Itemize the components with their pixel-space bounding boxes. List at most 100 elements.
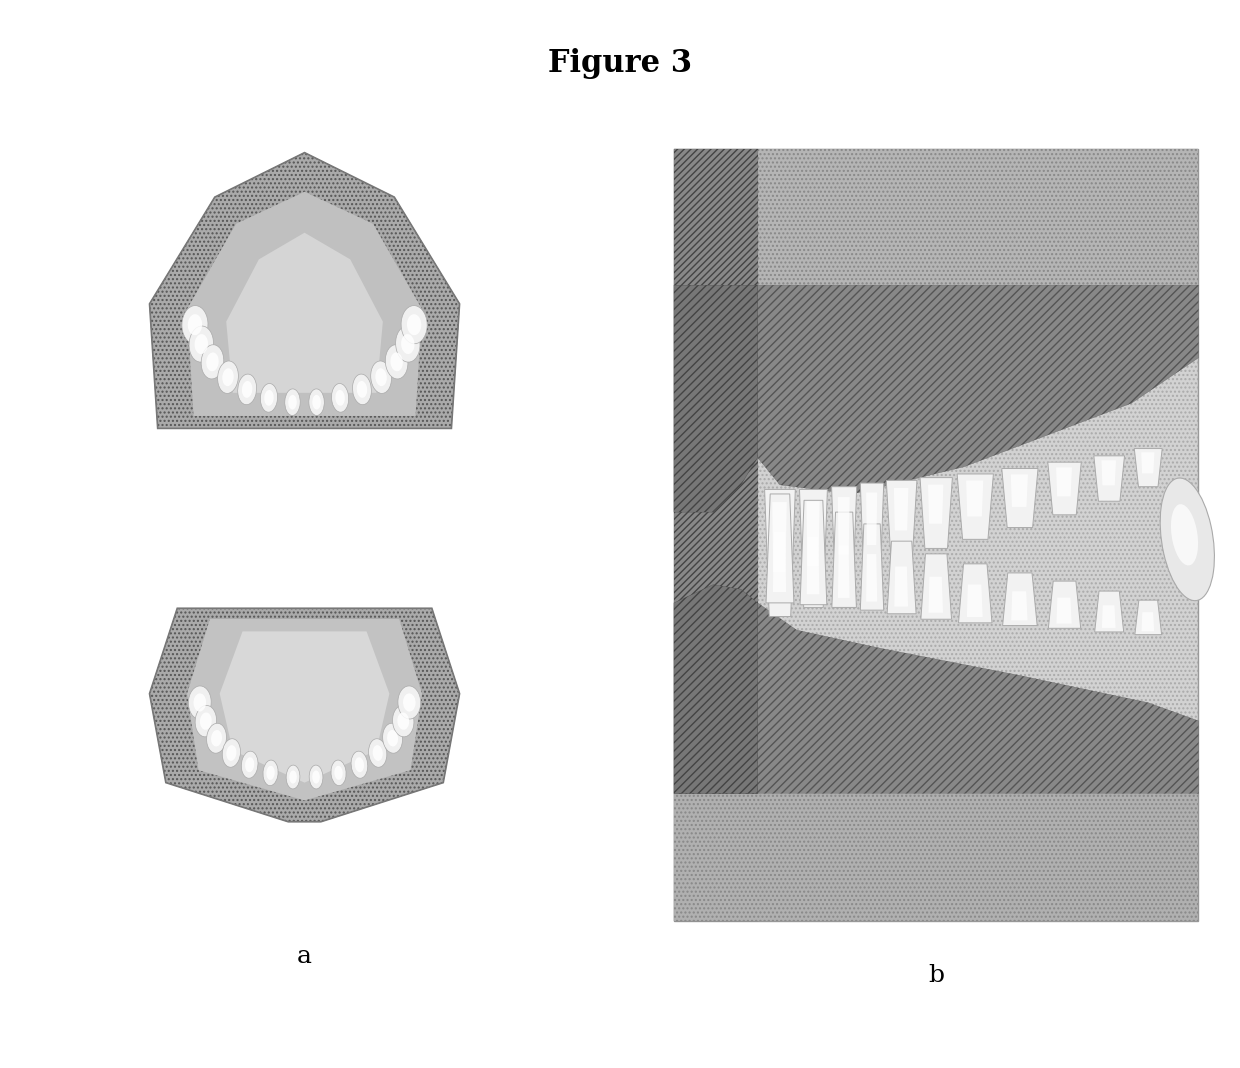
Ellipse shape (242, 751, 258, 779)
Ellipse shape (242, 381, 252, 397)
Ellipse shape (407, 314, 422, 335)
Ellipse shape (355, 757, 365, 772)
Ellipse shape (201, 345, 223, 379)
FancyBboxPatch shape (675, 148, 758, 921)
Ellipse shape (331, 383, 348, 412)
Ellipse shape (195, 334, 208, 354)
Polygon shape (150, 609, 460, 821)
Ellipse shape (288, 395, 296, 409)
Ellipse shape (1161, 478, 1214, 600)
Ellipse shape (195, 705, 217, 737)
Polygon shape (887, 541, 916, 614)
Ellipse shape (222, 739, 241, 767)
Polygon shape (967, 584, 982, 617)
Polygon shape (765, 489, 795, 616)
Polygon shape (1002, 469, 1038, 528)
Polygon shape (675, 285, 758, 513)
Ellipse shape (309, 765, 322, 789)
Polygon shape (773, 532, 786, 592)
Polygon shape (861, 483, 884, 579)
Polygon shape (921, 554, 951, 619)
Ellipse shape (312, 395, 321, 409)
Ellipse shape (206, 352, 218, 372)
Polygon shape (758, 285, 1198, 493)
Polygon shape (1011, 474, 1028, 507)
Ellipse shape (312, 770, 320, 784)
Polygon shape (920, 477, 952, 549)
Ellipse shape (335, 766, 342, 780)
Polygon shape (219, 631, 389, 783)
Polygon shape (1094, 456, 1125, 501)
Ellipse shape (188, 326, 213, 362)
Polygon shape (800, 500, 827, 604)
Ellipse shape (263, 760, 278, 786)
Polygon shape (957, 474, 993, 539)
Ellipse shape (207, 723, 227, 753)
Ellipse shape (246, 757, 254, 772)
Ellipse shape (398, 686, 420, 719)
Ellipse shape (403, 693, 415, 711)
Ellipse shape (401, 334, 414, 354)
Ellipse shape (331, 760, 346, 786)
Ellipse shape (351, 751, 368, 779)
Ellipse shape (393, 705, 414, 737)
Ellipse shape (182, 305, 208, 344)
Ellipse shape (260, 383, 278, 412)
Ellipse shape (391, 352, 403, 372)
Ellipse shape (285, 389, 300, 415)
Polygon shape (894, 567, 908, 607)
Polygon shape (766, 493, 794, 602)
Ellipse shape (352, 374, 372, 405)
Ellipse shape (188, 686, 211, 719)
Polygon shape (1056, 598, 1071, 624)
Polygon shape (832, 487, 857, 591)
Polygon shape (758, 602, 1198, 794)
FancyBboxPatch shape (675, 148, 1198, 921)
Ellipse shape (211, 731, 222, 747)
Polygon shape (966, 481, 983, 517)
Polygon shape (929, 577, 942, 613)
Ellipse shape (222, 368, 233, 387)
Ellipse shape (187, 314, 202, 335)
Polygon shape (832, 513, 857, 608)
Text: a: a (298, 945, 312, 969)
Ellipse shape (335, 390, 345, 406)
Ellipse shape (376, 368, 387, 387)
Ellipse shape (401, 305, 427, 344)
Ellipse shape (383, 723, 403, 753)
Polygon shape (894, 488, 909, 531)
Text: b: b (929, 963, 944, 987)
Polygon shape (187, 619, 422, 800)
Polygon shape (838, 497, 849, 554)
Polygon shape (867, 492, 877, 545)
Polygon shape (187, 192, 422, 415)
Ellipse shape (373, 745, 383, 760)
Ellipse shape (267, 766, 275, 780)
Ellipse shape (193, 693, 206, 711)
Ellipse shape (368, 739, 387, 767)
Polygon shape (867, 554, 877, 601)
Polygon shape (1142, 612, 1154, 631)
Ellipse shape (286, 765, 300, 789)
Polygon shape (675, 585, 758, 794)
Polygon shape (959, 564, 992, 623)
Polygon shape (887, 481, 916, 557)
Ellipse shape (309, 389, 325, 415)
Polygon shape (1141, 453, 1154, 473)
Text: Figure 3: Figure 3 (548, 48, 692, 79)
Polygon shape (1095, 591, 1123, 632)
Ellipse shape (371, 361, 392, 393)
Ellipse shape (1171, 504, 1198, 565)
Polygon shape (1135, 600, 1162, 634)
Ellipse shape (357, 381, 367, 397)
Ellipse shape (289, 770, 296, 784)
Polygon shape (1056, 468, 1071, 497)
Ellipse shape (200, 712, 212, 729)
Polygon shape (861, 524, 884, 610)
Ellipse shape (238, 374, 257, 405)
Ellipse shape (396, 326, 420, 362)
Ellipse shape (386, 345, 408, 379)
Polygon shape (1101, 460, 1116, 485)
Polygon shape (1048, 462, 1081, 515)
Ellipse shape (218, 361, 238, 393)
